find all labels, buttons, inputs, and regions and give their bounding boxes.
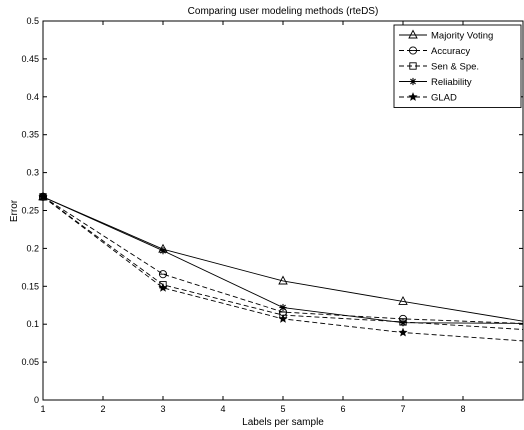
data-point-reliability bbox=[279, 303, 287, 312]
y-tick-label: 0.5 bbox=[26, 16, 39, 26]
y-tick-label: 0.4 bbox=[26, 92, 39, 102]
legend-marker-sen-spe bbox=[409, 62, 417, 70]
legend-marker-accuracy bbox=[408, 46, 418, 55]
data-point-glad bbox=[158, 282, 168, 292]
x-tick-label: 4 bbox=[220, 404, 225, 414]
x-tick-label: 2 bbox=[100, 404, 105, 414]
chart-title: Comparing user modeling methods (rteDS) bbox=[188, 6, 379, 17]
x-tick-label: 3 bbox=[160, 404, 165, 414]
legend: Majority Voting Accuracy Sen & Spe. Reliabi… bbox=[393, 24, 522, 108]
y-tick-label: 0.35 bbox=[21, 130, 39, 140]
x-tick-label: 5 bbox=[280, 404, 285, 414]
data-point-accuracy bbox=[158, 270, 168, 279]
y-tick-label: 0 bbox=[34, 395, 39, 405]
legend-label-reliability: Reliability bbox=[431, 77, 472, 88]
legend-label-majority-voting: Majority Voting bbox=[431, 31, 493, 42]
data-point-glad bbox=[278, 313, 288, 323]
x-tick-label: 6 bbox=[340, 404, 345, 414]
legend-label-sen-spe: Sen & Spe. bbox=[431, 62, 479, 73]
y-tick-label: 0.3 bbox=[26, 168, 39, 178]
series-line-majority-voting bbox=[43, 196, 523, 322]
x-tick-label: 8 bbox=[460, 404, 465, 414]
y-tick-label: 0.1 bbox=[26, 319, 39, 329]
legend-label-accuracy: Accuracy bbox=[431, 46, 470, 57]
y-axis-label: Error bbox=[9, 199, 20, 222]
legend-marker-glad bbox=[408, 92, 418, 102]
y-tick-label: 0.05 bbox=[21, 357, 39, 367]
x-tick-label: 7 bbox=[400, 404, 405, 414]
data-point-glad bbox=[38, 191, 48, 201]
data-point-reliability bbox=[159, 247, 167, 255]
x-tick-label: 1 bbox=[40, 404, 45, 414]
y-tick-label: 0.25 bbox=[21, 206, 39, 216]
x-axis-label: Labels per sample bbox=[242, 417, 324, 428]
data-point-glad bbox=[398, 327, 408, 337]
data-point-reliability bbox=[399, 319, 407, 327]
y-tick-label: 0.2 bbox=[26, 243, 39, 253]
data-point-majority-voting bbox=[278, 275, 288, 285]
legend-label-glad: GLAD bbox=[431, 93, 457, 104]
y-tick-label: 0.15 bbox=[21, 281, 39, 291]
data-point-majority-voting bbox=[398, 296, 408, 305]
plot-area: 1 2 3 4 5 6 7 8 0 0.05 0.1 0.15 0.2 0.25 0.3 0.35 0.4 0.4… bbox=[21, 16, 524, 414]
y-tick-label: 0.45 bbox=[21, 54, 39, 64]
legend-marker-reliability bbox=[409, 77, 417, 86]
legend-marker-majority-voting bbox=[408, 29, 418, 39]
